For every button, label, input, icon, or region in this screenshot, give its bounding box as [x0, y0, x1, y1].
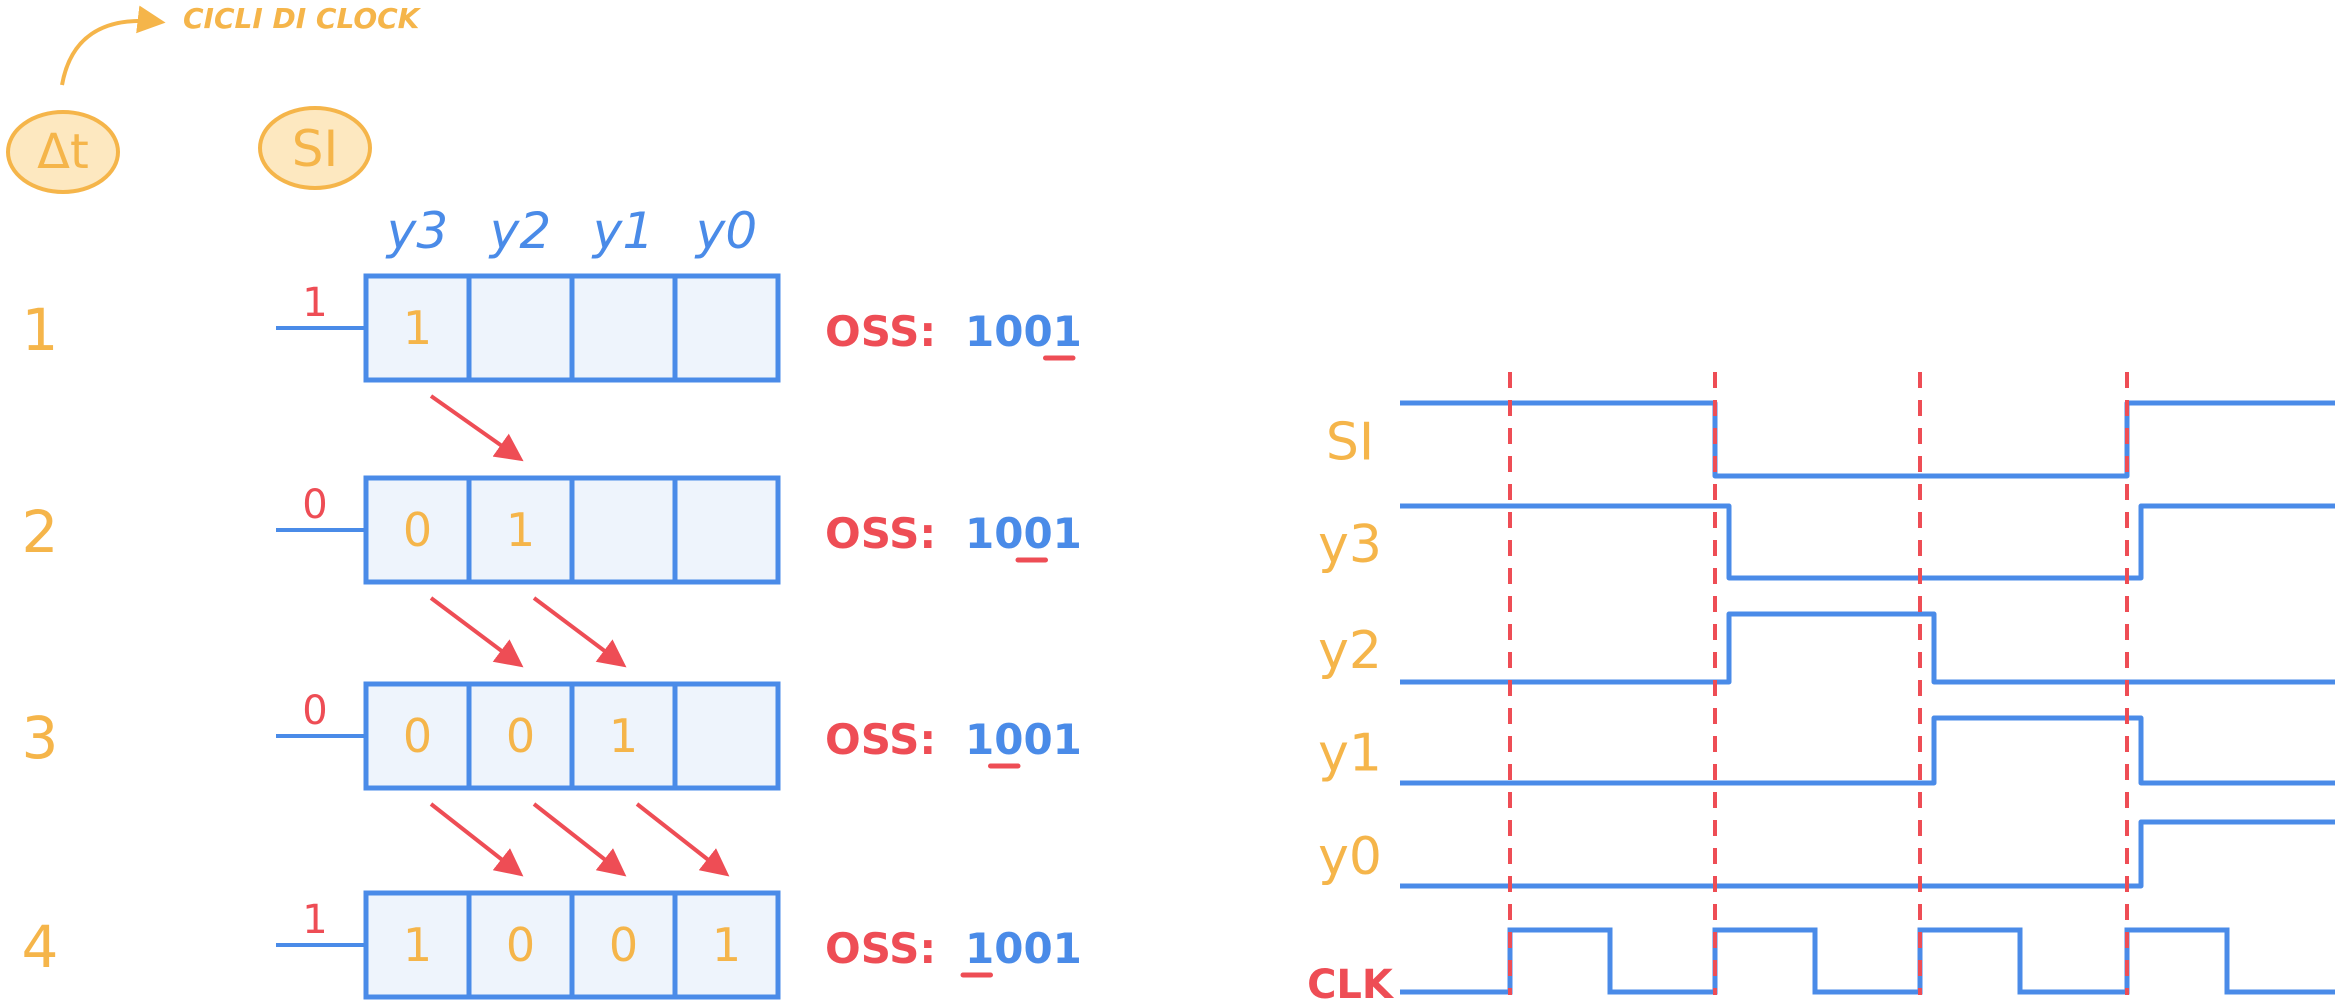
signal-label-y1: y1 [1318, 724, 1382, 784]
oss-value: 1001 [965, 307, 1082, 356]
timing-diagram: SI y3 y2 y1 y0 CLK [1307, 372, 2335, 1000]
oss-label: OSS: [825, 715, 936, 764]
column-header-y0: y0 [694, 202, 757, 260]
annotation-arrow [60, 5, 166, 86]
cell-value: 1 [506, 503, 535, 557]
column-headers: y3 y2 y1 y0 [385, 202, 757, 260]
cell-value: 1 [403, 301, 432, 355]
shift-arrow [429, 802, 524, 877]
serial-input-value: 1 [302, 280, 327, 326]
serial-input-value: 0 [302, 688, 327, 734]
cycle-number: 2 [22, 498, 59, 566]
shift-arrow [532, 596, 627, 668]
serial-input-value: 0 [302, 482, 327, 528]
delta-t-label: Δt [37, 124, 89, 180]
oss-label: OSS: [825, 509, 936, 558]
column-header-y3: y3 [385, 202, 448, 260]
serial-input-ellipse [258, 106, 372, 190]
signal-wave-y3 [1400, 503, 2335, 581]
register-step: 4 1 1 0 0 1 OSS: 1001 [22, 890, 1082, 1000]
header: CICLI DI CLOCK Δt SI [6, 2, 422, 194]
serial-input-label: SI [292, 120, 338, 178]
oss-value: 1001 [965, 509, 1082, 558]
serial-input-value: 1 [302, 897, 327, 943]
cell-value: 0 [506, 918, 535, 972]
signal-label-y3: y3 [1318, 515, 1382, 575]
column-header-y2: y2 [488, 202, 551, 260]
signal-label-y2: y2 [1318, 621, 1382, 681]
cell-value: 0 [609, 918, 638, 972]
cell-value: 1 [403, 918, 432, 972]
cell-value: 0 [403, 709, 432, 763]
cycle-number: 3 [22, 704, 59, 772]
cycle-number: 4 [22, 913, 59, 981]
shift-arrows [429, 394, 730, 877]
signal-wave-y1 [1400, 715, 2335, 786]
cell-value: 0 [506, 709, 535, 763]
cell-value: 1 [712, 918, 741, 972]
column-header-y1: y1 [591, 202, 654, 260]
oss-value: 1001 [965, 715, 1082, 764]
oss-label: OSS: [825, 924, 936, 973]
shift-arrow [429, 596, 524, 668]
register-step: 1 1 1 OSS: 1001 [22, 273, 1082, 383]
register-step: 3 0 0 0 1 OSS: 1001 [22, 681, 1082, 791]
signal-label-y0: y0 [1318, 827, 1382, 887]
cell-value: 1 [609, 709, 638, 763]
delta-t-ellipse [6, 110, 120, 194]
register-step: 2 0 0 1 OSS: 1001 [22, 475, 1082, 585]
cell-value: 0 [403, 503, 432, 557]
oss-label: OSS: [825, 307, 936, 356]
shift-arrow [429, 394, 524, 462]
clock-wave [1400, 927, 2335, 995]
clock-label: CLK [1307, 962, 1395, 1000]
signal-label-SI: SI [1326, 413, 1374, 473]
shift-arrow [532, 802, 627, 877]
cycles-annotation: CICLI DI CLOCK [183, 2, 422, 35]
signal-wave-y2 [1400, 611, 2335, 685]
signal-wave-SI [1400, 400, 2335, 479]
cycle-number: 1 [22, 296, 59, 364]
shift-arrow [635, 802, 730, 877]
oss-value: 1001 [965, 924, 1082, 973]
signal-wave-y0 [1400, 819, 2335, 889]
